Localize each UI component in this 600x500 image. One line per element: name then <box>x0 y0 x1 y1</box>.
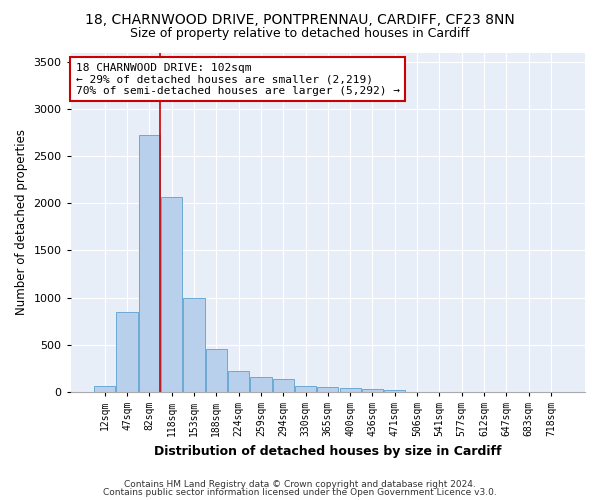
Text: 18, CHARNWOOD DRIVE, PONTPRENNAU, CARDIFF, CF23 8NN: 18, CHARNWOOD DRIVE, PONTPRENNAU, CARDIF… <box>85 12 515 26</box>
Text: Size of property relative to detached houses in Cardiff: Size of property relative to detached ho… <box>130 28 470 40</box>
Bar <box>116 312 137 392</box>
X-axis label: Distribution of detached houses by size in Cardiff: Distribution of detached houses by size … <box>154 444 502 458</box>
Bar <box>317 386 338 392</box>
Bar <box>272 379 294 392</box>
Bar <box>94 386 115 392</box>
Bar <box>384 390 406 392</box>
Bar <box>362 389 383 392</box>
Text: Contains public sector information licensed under the Open Government Licence v3: Contains public sector information licen… <box>103 488 497 497</box>
Bar <box>184 298 205 392</box>
Bar <box>139 136 160 392</box>
Bar <box>295 386 316 392</box>
Text: 18 CHARNWOOD DRIVE: 102sqm
← 29% of detached houses are smaller (2,219)
70% of s: 18 CHARNWOOD DRIVE: 102sqm ← 29% of deta… <box>76 62 400 96</box>
Bar <box>250 378 272 392</box>
Text: Contains HM Land Registry data © Crown copyright and database right 2024.: Contains HM Land Registry data © Crown c… <box>124 480 476 489</box>
Bar <box>206 350 227 392</box>
Y-axis label: Number of detached properties: Number of detached properties <box>15 129 28 315</box>
Bar <box>228 371 249 392</box>
Bar <box>340 388 361 392</box>
Bar <box>161 196 182 392</box>
